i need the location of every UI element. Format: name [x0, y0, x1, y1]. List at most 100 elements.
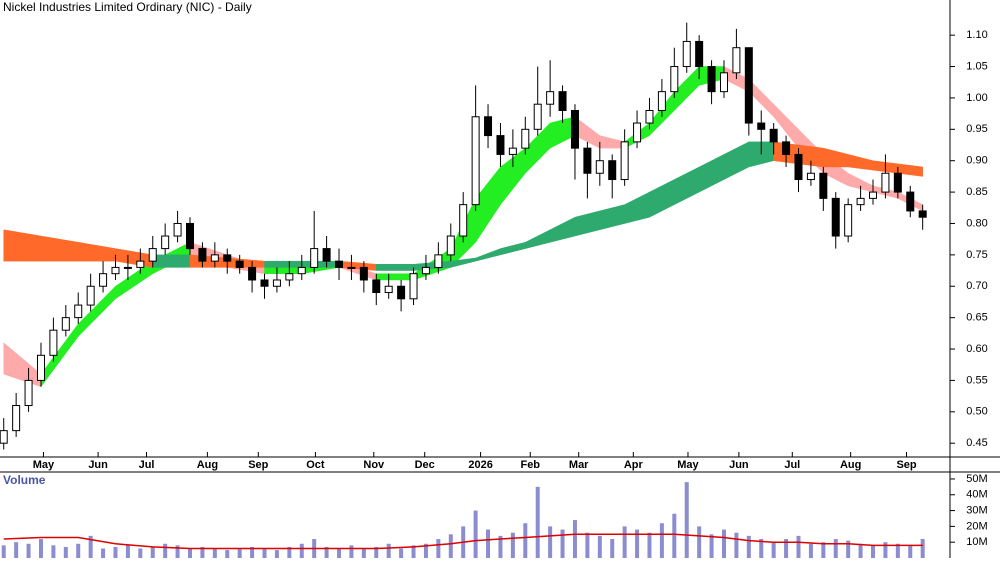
candle-body — [210, 254, 219, 262]
candle-body — [136, 260, 145, 268]
volume-bar — [274, 550, 279, 558]
candle-body — [61, 317, 70, 331]
x-tick-label: Dec — [415, 459, 435, 471]
volume-bar — [560, 529, 565, 558]
y-tick-label: 0.95 — [966, 123, 987, 135]
candle-body — [558, 91, 567, 111]
candle-body — [123, 266, 132, 269]
volume-bar — [833, 539, 838, 558]
volume-bar — [250, 546, 255, 558]
volume-bar — [374, 546, 379, 558]
candle-body — [719, 72, 728, 93]
candle-body — [173, 222, 182, 237]
candle-body — [893, 172, 902, 193]
candle-body — [322, 248, 331, 262]
candle-body — [24, 379, 33, 407]
ribbon-segment — [264, 267, 303, 274]
volume-bar — [150, 546, 155, 558]
volume-bar — [101, 548, 106, 558]
volume-bar — [361, 548, 366, 558]
volume-bar — [585, 532, 590, 558]
volume-bar — [237, 548, 242, 558]
x-tick-label: Feb — [520, 459, 540, 471]
x-tick-label: 2026 — [468, 459, 492, 471]
y-tick-label: 40M — [966, 489, 987, 501]
volume-bar — [709, 534, 714, 558]
candle-body — [645, 109, 654, 124]
volume-bar — [697, 526, 702, 558]
candle-body — [521, 128, 530, 149]
candle-body — [806, 172, 815, 181]
candle-body — [757, 122, 766, 130]
volume-bar — [635, 529, 640, 558]
volume-bar — [212, 548, 217, 558]
candle-body — [732, 47, 741, 74]
y-tick-label: 0.75 — [966, 249, 987, 261]
volume-bar — [63, 546, 68, 558]
candle-body — [471, 116, 480, 206]
volume-bar — [113, 546, 118, 558]
ribbon-segment — [152, 254, 191, 268]
candle-body — [297, 266, 306, 275]
volume-bar — [423, 543, 428, 558]
candle-body — [186, 222, 194, 250]
volume-bar — [1, 545, 6, 558]
y-tick-label: 0.70 — [966, 280, 987, 292]
candle-body — [359, 266, 368, 281]
candle-body — [260, 279, 269, 287]
x-tick-label: Sep — [896, 459, 916, 471]
volume-bar — [38, 539, 43, 558]
volume-bar — [846, 540, 851, 558]
ribbon-segment — [301, 260, 340, 268]
volume-bar — [895, 543, 900, 558]
volume-bar — [88, 535, 93, 558]
y-tick-label: 1.05 — [966, 60, 987, 72]
y-tick-label: 50M — [966, 473, 987, 485]
y-tick-label: 0.85 — [966, 186, 987, 198]
candle-body — [484, 116, 493, 137]
volume-bar — [14, 542, 19, 558]
candle-body — [223, 254, 232, 262]
ribbon-segment — [376, 264, 414, 271]
candle-body — [148, 248, 157, 262]
y-tick-label: 0.45 — [966, 437, 987, 449]
candle-body — [782, 141, 791, 155]
candle-body — [248, 266, 257, 281]
x-tick-label: Sep — [248, 459, 268, 471]
candle-body — [682, 40, 691, 68]
candle-body — [844, 204, 853, 237]
y-tick-label: 0.50 — [966, 406, 987, 418]
volume-bar — [548, 526, 553, 558]
x-tick-label: Aug — [197, 459, 218, 471]
y-tick-label: 0.55 — [966, 374, 987, 386]
x-tick-label: Jun — [729, 459, 749, 471]
candle-body — [670, 66, 679, 93]
candle-body — [608, 160, 617, 181]
x-tick-label: Jul — [139, 459, 155, 471]
volume-bar — [721, 529, 726, 558]
volume-bar — [163, 543, 168, 558]
candle-body — [272, 279, 281, 287]
candle-body — [918, 210, 927, 218]
volume-bar — [486, 529, 491, 558]
candle-body — [12, 405, 21, 432]
y-tick-label: 0.65 — [966, 312, 987, 324]
candle-body — [496, 135, 505, 155]
volume-bar — [498, 535, 503, 558]
volume-bar — [287, 546, 292, 558]
volume-bar — [138, 548, 143, 558]
volume-bar — [436, 539, 441, 558]
ribbon-segment — [264, 260, 303, 268]
y-tick-label: 0.60 — [966, 343, 987, 355]
volume-bar — [821, 542, 826, 558]
volume-bar — [510, 532, 515, 558]
volume-bar — [808, 543, 813, 558]
x-tick-label: May — [677, 459, 699, 471]
volume-bar — [920, 539, 925, 558]
candle-body — [235, 260, 244, 268]
x-tick-label: Jul — [784, 459, 800, 471]
candle-body — [819, 172, 828, 199]
volume-bar — [535, 486, 540, 558]
x-tick-label: Oct — [306, 459, 325, 471]
